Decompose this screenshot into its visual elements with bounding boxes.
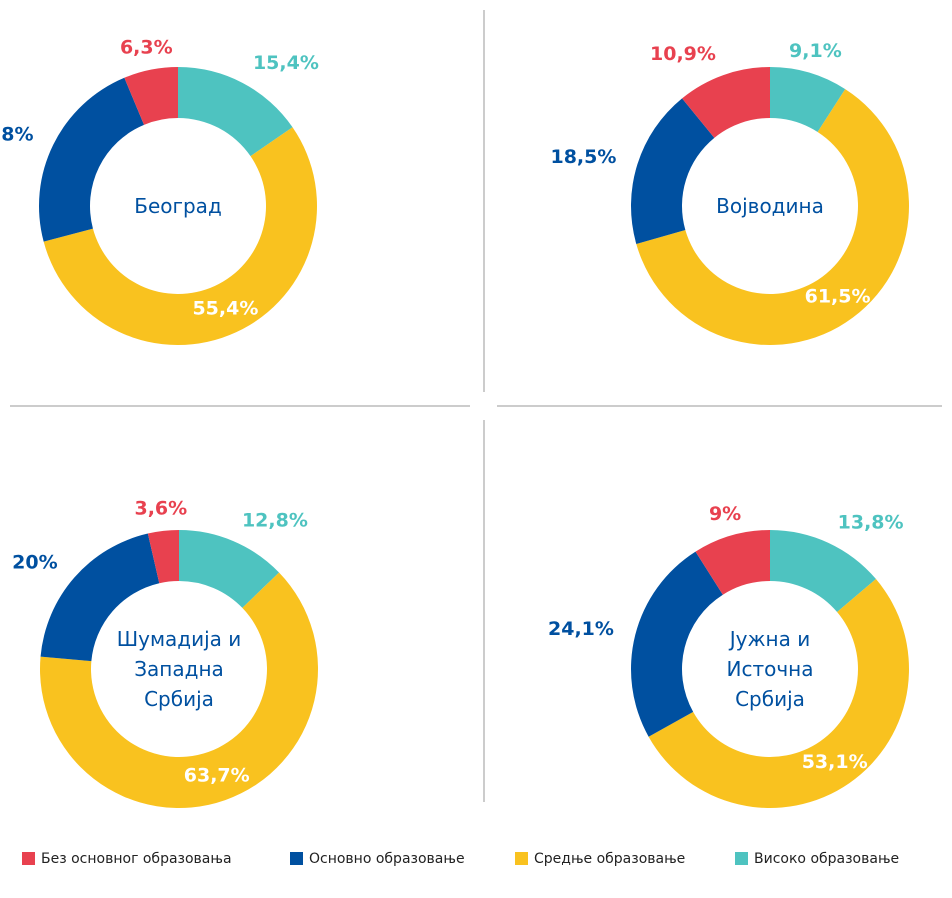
data-label: 61,5% xyxy=(805,286,871,308)
data-label: 20% xyxy=(12,552,57,574)
data-label: 18,5% xyxy=(550,146,616,168)
donut-segment xyxy=(147,530,179,584)
donut-segment xyxy=(636,89,909,345)
data-label: 24,1% xyxy=(548,618,614,640)
legend-swatch xyxy=(290,852,303,865)
legend-label: Средње образовање xyxy=(534,851,685,867)
donut-segment xyxy=(40,533,160,662)
donut-segment xyxy=(124,67,178,125)
donut-segment xyxy=(770,67,846,132)
legend-swatch xyxy=(735,852,748,865)
chart-title: Војводина xyxy=(716,194,824,218)
legend-swatch xyxy=(515,852,528,865)
data-label: 55,4% xyxy=(192,298,258,320)
donut-segment xyxy=(179,530,280,608)
data-label: 63,7% xyxy=(184,765,250,787)
data-label: 15,4% xyxy=(253,52,319,74)
donut-segment xyxy=(40,572,318,808)
legend-label: Без основног образовања xyxy=(41,851,232,867)
chart-title: Шумадија и Западна Србија xyxy=(116,627,242,711)
legend-label: Основно образовање xyxy=(309,851,465,867)
donut-segment xyxy=(682,67,770,138)
donut-segment xyxy=(648,579,909,808)
data-label: 6,3% xyxy=(120,37,173,59)
legend-label: Високо образовање xyxy=(754,851,899,867)
chart-title: Београд xyxy=(134,194,222,218)
data-label: 22,8% xyxy=(0,123,34,145)
donut-segment xyxy=(770,530,876,613)
data-label: 12,8% xyxy=(242,509,308,531)
donut-segment xyxy=(631,551,723,737)
legend-swatch xyxy=(22,852,35,865)
donut-segment xyxy=(178,67,293,157)
data-label: 3,6% xyxy=(134,498,187,520)
data-label: 9% xyxy=(709,503,741,525)
donut-segment xyxy=(695,530,770,595)
donut-segment xyxy=(43,127,317,345)
data-label: 9,1% xyxy=(789,40,842,62)
data-label: 10,9% xyxy=(650,43,716,65)
donut-segment xyxy=(39,77,145,242)
data-label: 53,1% xyxy=(802,751,868,773)
chart-title: Јужна и Источна Србија xyxy=(726,627,814,711)
donut-segment xyxy=(630,98,715,244)
data-label: 13,8% xyxy=(838,511,904,533)
